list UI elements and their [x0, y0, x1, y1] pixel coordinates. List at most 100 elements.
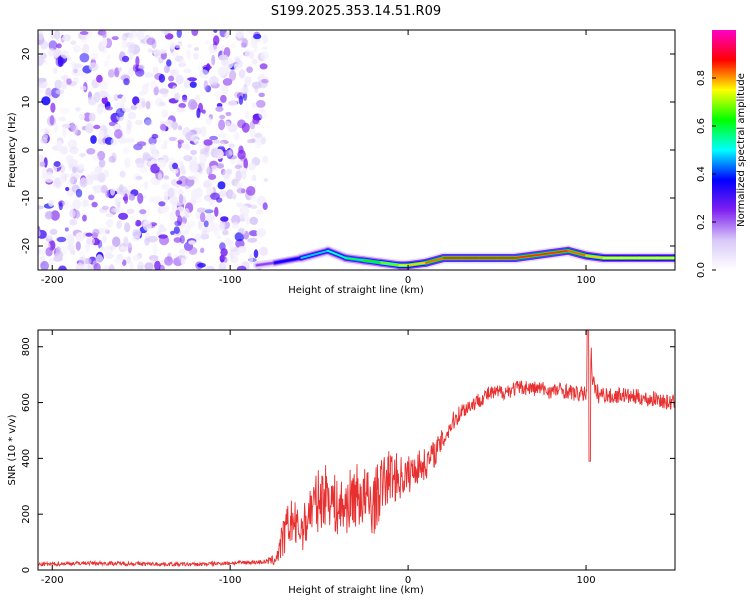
noise-speckle — [101, 235, 108, 244]
noise-speckle — [240, 171, 247, 180]
x-tick-label: -100 — [219, 275, 242, 286]
noise-speckle — [170, 51, 179, 57]
colorbar: 0.0 0.2 0.4 0.6 0.8 Normalized spectral ampl… — [696, 30, 747, 278]
noise-speckle — [198, 219, 203, 230]
snr-x-axis: -200 -100 0 100 — [41, 330, 596, 586]
noise-speckle — [125, 41, 136, 49]
noise-speckle — [246, 30, 254, 35]
noise-speckle — [127, 32, 134, 41]
noise-speckle — [135, 56, 140, 67]
noise-speckle — [86, 237, 95, 245]
figure-title: S199.2025.353.14.51.R09 — [271, 4, 441, 19]
noise-speckle — [169, 41, 176, 50]
noise-speckle — [205, 85, 212, 93]
noise-speckle — [154, 260, 161, 270]
noise-speckle — [44, 171, 54, 183]
noise-speckle — [78, 163, 85, 171]
noise-speckle — [101, 226, 109, 236]
noise-speckle — [249, 129, 256, 138]
signal-track-segment — [549, 249, 570, 255]
x-tick-label: 100 — [576, 275, 595, 286]
noise-speckle — [203, 220, 209, 228]
noise-speckle — [204, 209, 214, 214]
noise-speckle — [176, 30, 182, 38]
x-tick-label: 0 — [405, 275, 411, 286]
noise-speckle — [85, 123, 94, 134]
signal-track-segment — [344, 257, 365, 262]
y-tick-label: -20 — [21, 238, 32, 254]
noise-speckle — [191, 30, 199, 37]
noise-speckle — [234, 164, 243, 170]
noise-speckle — [75, 262, 84, 270]
noise-speckle — [54, 177, 61, 188]
noise-speckle — [159, 204, 170, 213]
colorbar-tick-label: 0.0 — [696, 262, 707, 278]
colorbar-ticks: 0.0 0.2 0.4 0.6 0.8 — [696, 70, 716, 278]
noise-speckle — [189, 81, 197, 88]
noise-speckle — [132, 254, 141, 261]
noise-speckle — [183, 68, 192, 74]
noise-speckle — [118, 137, 127, 144]
noise-speckle — [228, 148, 234, 156]
noise-speckle — [204, 40, 211, 46]
spectrogram-y-axis: -20 -10 0 10 20 — [21, 48, 675, 254]
noise-speckle — [91, 185, 97, 190]
noise-speckle — [127, 111, 137, 120]
noise-speckle — [178, 253, 188, 260]
noise-speckle — [251, 58, 258, 65]
noise-speckle — [163, 65, 170, 74]
noise-speckle — [170, 68, 180, 77]
signal-track-segment — [424, 257, 445, 264]
noise-speckle — [160, 124, 167, 131]
noise-speckle — [67, 178, 75, 185]
noise-speckle — [136, 30, 145, 41]
noise-speckle — [187, 43, 192, 49]
noise-speckle — [61, 81, 67, 90]
noise-speckle — [168, 136, 177, 142]
noise-speckle — [172, 162, 178, 170]
noise-speckle — [217, 181, 226, 190]
noise-speckle — [176, 180, 183, 185]
noise-speckle — [60, 49, 69, 59]
noise-speckle — [260, 51, 269, 61]
noise-speckle — [147, 235, 158, 243]
x-tick-label: -200 — [41, 275, 64, 286]
noise-speckle — [262, 202, 268, 210]
signal-track-segment — [567, 249, 587, 257]
noise-speckle — [227, 155, 237, 160]
noise-speckle — [122, 107, 132, 112]
noise-speckle — [173, 226, 180, 235]
noise-speckle — [169, 211, 177, 221]
noise-speckle — [198, 69, 209, 79]
noise-speckle — [75, 107, 81, 112]
noise-speckle — [102, 30, 107, 40]
noise-speckle — [231, 214, 241, 225]
noise-speckle — [244, 48, 252, 59]
noise-speckle — [255, 99, 266, 108]
noise-speckle — [58, 202, 63, 211]
snr-y-axis-title: SNR (10 * v/v) — [7, 414, 18, 485]
noise-speckle — [213, 35, 220, 46]
noise-speckle — [234, 91, 241, 99]
noise-speckle — [69, 146, 79, 155]
noise-speckle — [116, 220, 122, 229]
noise-speckle — [42, 134, 49, 140]
noise-speckle — [249, 230, 259, 237]
noise-speckle — [135, 175, 143, 180]
noise-speckle — [91, 155, 100, 161]
noise-speckle — [251, 174, 257, 182]
noise-speckle — [235, 170, 242, 182]
noise-speckle — [234, 132, 240, 141]
noise-speckle — [124, 222, 131, 233]
noise-speckle — [69, 176, 78, 185]
snr-background — [38, 330, 675, 570]
noise-speckle — [210, 147, 220, 158]
noise-speckle — [73, 44, 81, 53]
noise-speckle — [218, 66, 229, 78]
noise-speckle — [194, 234, 202, 241]
noise-speckle — [104, 245, 113, 255]
noise-speckle — [205, 116, 213, 125]
y-tick-label: 0 — [21, 567, 32, 573]
noise-speckle — [244, 76, 251, 87]
noise-speckle — [94, 166, 103, 174]
